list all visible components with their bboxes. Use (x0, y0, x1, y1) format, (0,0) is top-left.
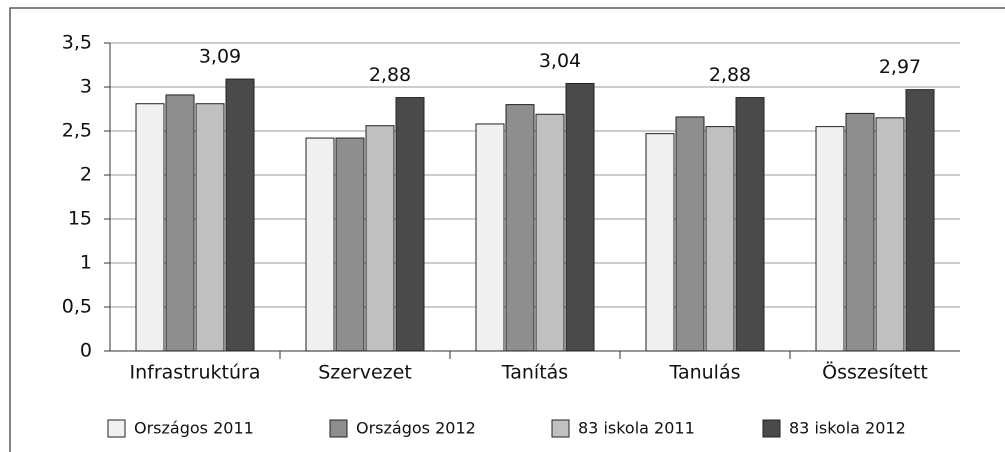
legend-swatch (107, 419, 126, 438)
bar (875, 117, 905, 352)
bar (305, 137, 335, 352)
bar (505, 104, 535, 352)
bar (365, 125, 395, 352)
x-tick-label: Tanulás (668, 362, 740, 384)
value-label: 3,04 (539, 50, 581, 72)
bar (475, 123, 505, 352)
value-label: 2,97 (879, 56, 921, 78)
x-tick-label: Szervezet (318, 362, 412, 384)
legend-swatch (551, 419, 570, 438)
x-tick-label: Tanítás (501, 362, 568, 384)
bar (535, 113, 565, 352)
bar (225, 78, 255, 352)
bar (815, 126, 845, 352)
bar (905, 89, 935, 352)
bar (845, 112, 875, 352)
bar (705, 126, 735, 352)
legend-swatch (329, 419, 348, 438)
legend-label: Országos 2012 (356, 419, 476, 438)
bar (135, 103, 165, 352)
y-tick-label: 15 (68, 208, 92, 230)
legend-swatch (762, 419, 781, 438)
bar (645, 133, 675, 352)
chart-frame (9, 7, 1005, 452)
legend-label: Országos 2011 (134, 419, 254, 438)
y-tick-label: 2 (80, 164, 92, 186)
bar (335, 137, 365, 352)
bar (735, 97, 765, 352)
x-tick-label: Infrastruktúra (130, 362, 261, 384)
x-tick-label: Összesített (822, 361, 928, 384)
bar (565, 82, 595, 352)
y-tick-label: 3,5 (62, 32, 92, 54)
bar (675, 116, 705, 352)
value-label: 3,09 (199, 46, 241, 68)
y-tick-label: 3 (80, 76, 92, 98)
value-label: 2,88 (709, 64, 751, 86)
legend-label: 83 iskola 2011 (578, 419, 695, 438)
y-tick-label: 1 (80, 252, 92, 274)
bar (165, 94, 195, 352)
y-tick-label: 2,5 (62, 120, 92, 142)
y-tick-label: 0 (80, 340, 92, 362)
y-tick-label: 0,5 (62, 296, 92, 318)
value-label: 2,88 (369, 64, 411, 86)
bar (395, 97, 425, 352)
legend-label: 83 iskola 2012 (789, 419, 906, 438)
bar (195, 103, 225, 352)
